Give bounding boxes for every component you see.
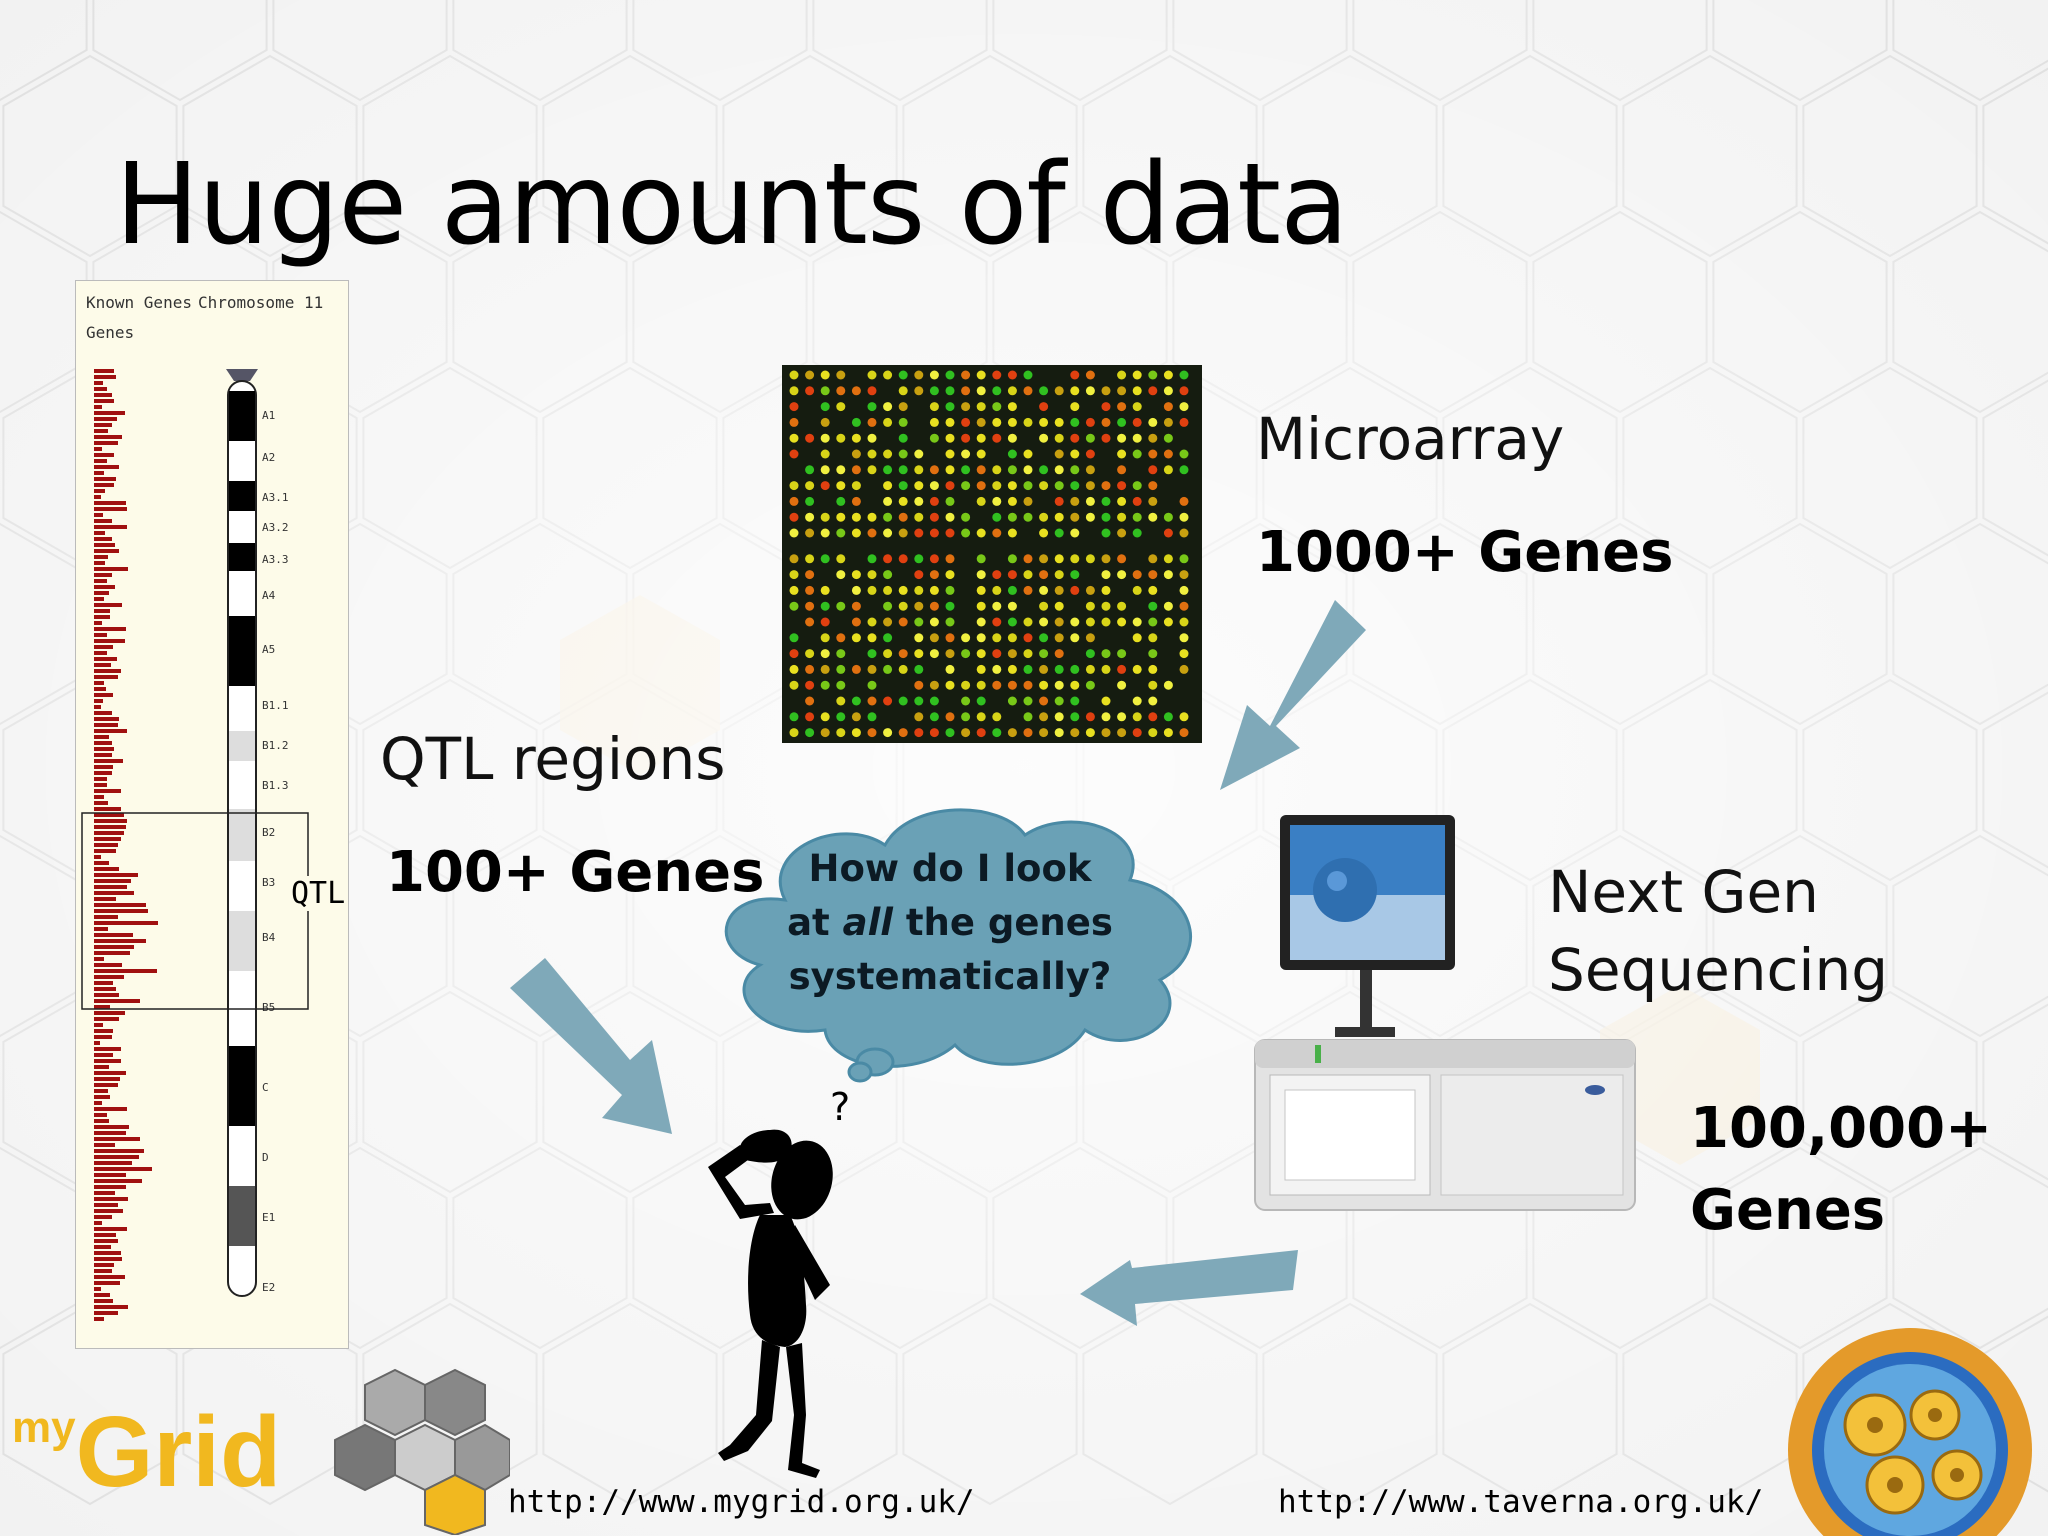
svg-text:D: D: [262, 1151, 269, 1164]
sequencer-machine-image: [1254, 815, 1636, 1211]
arrow-from-qtl: [510, 958, 672, 1134]
svg-text:B4: B4: [262, 931, 276, 944]
taverna-url-link[interactable]: http://www.taverna.org.uk/: [1278, 1484, 1764, 1520]
logo-grid: Grid: [75, 1396, 282, 1508]
svg-text:E2: E2: [262, 1281, 275, 1294]
qtl-gene-count: 100+ Genes: [386, 840, 765, 905]
svg-text:B3: B3: [262, 876, 275, 889]
ngs-gene-count-line2: Genes: [1690, 1178, 1886, 1243]
svg-text:A2: A2: [262, 451, 275, 464]
chromosome-header: Chromosome 11: [198, 293, 324, 312]
thought-bubble: [724, 808, 1192, 1083]
svg-text:E1: E1: [262, 1211, 275, 1224]
ngs-label-line1: Next Gen: [1548, 858, 1819, 926]
taverna-gear-logo: [1788, 1328, 2032, 1536]
svg-text:B5: B5: [262, 1001, 275, 1014]
bubble-line-3: systematically?: [788, 955, 1112, 998]
svg-text:A1: A1: [262, 409, 275, 422]
qtl-label: QTL regions: [380, 725, 726, 793]
logo-my: my: [12, 1403, 76, 1452]
microarray-label: Microarray: [1256, 405, 1565, 473]
microarray-gene-count: 1000+ Genes: [1256, 520, 1674, 585]
qtl-marker: QTL: [291, 876, 346, 911]
bubble-line-2: at all the genes: [787, 901, 1113, 944]
svg-text:A3.2: A3.2: [262, 521, 289, 534]
ngs-gene-count-line1: 100,000+: [1690, 1096, 1992, 1161]
known-genes-header: Known Genes: [86, 293, 192, 312]
emphasis-all: all: [842, 901, 893, 944]
ideogram-graphic: A1 A2 A3.1 A3.2 A3.3 A4 A5 B1.1 B1.2 B1.3 B2 B3 B4 B5…: [81, 369, 309, 1321]
svg-text:A4: A4: [262, 589, 276, 602]
chromosome-ideogram: Known Genes Genes Chromosome 11 A1 A2 A3.1…: [75, 280, 349, 1349]
svg-text:A3.1: A3.1: [262, 491, 289, 504]
svg-text:C: C: [262, 1081, 269, 1094]
slide-title: Huge amounts of data: [115, 140, 1349, 270]
svg-text:A3.3: A3.3: [262, 553, 289, 566]
svg-text:B1.1: B1.1: [262, 699, 289, 712]
microarray-image: [782, 365, 1202, 743]
svg-text:A5: A5: [262, 643, 275, 656]
arrow-from-microarray: [1220, 600, 1366, 790]
bubble-line-1: How do I look: [808, 847, 1092, 890]
mygrid-hex-logo: [334, 1368, 510, 1535]
mygrid-logo-text: myGrid: [12, 1395, 281, 1510]
svg-text:B1.3: B1.3: [262, 779, 289, 792]
svg-text:B1.2: B1.2: [262, 739, 289, 752]
genes-header: Genes: [86, 323, 135, 342]
svg-text:B2: B2: [262, 826, 275, 839]
arrow-from-ngs: [1080, 1250, 1298, 1326]
question-mark: ?: [830, 1085, 850, 1129]
thought-bubble-text: How do I look at all the genes systemati…: [760, 842, 1140, 1004]
mygrid-url-link[interactable]: http://www.mygrid.org.uk/: [508, 1484, 975, 1520]
thinking-person-figure: ?: [708, 1085, 850, 1478]
ngs-label-line2: Sequencing: [1548, 936, 1889, 1004]
